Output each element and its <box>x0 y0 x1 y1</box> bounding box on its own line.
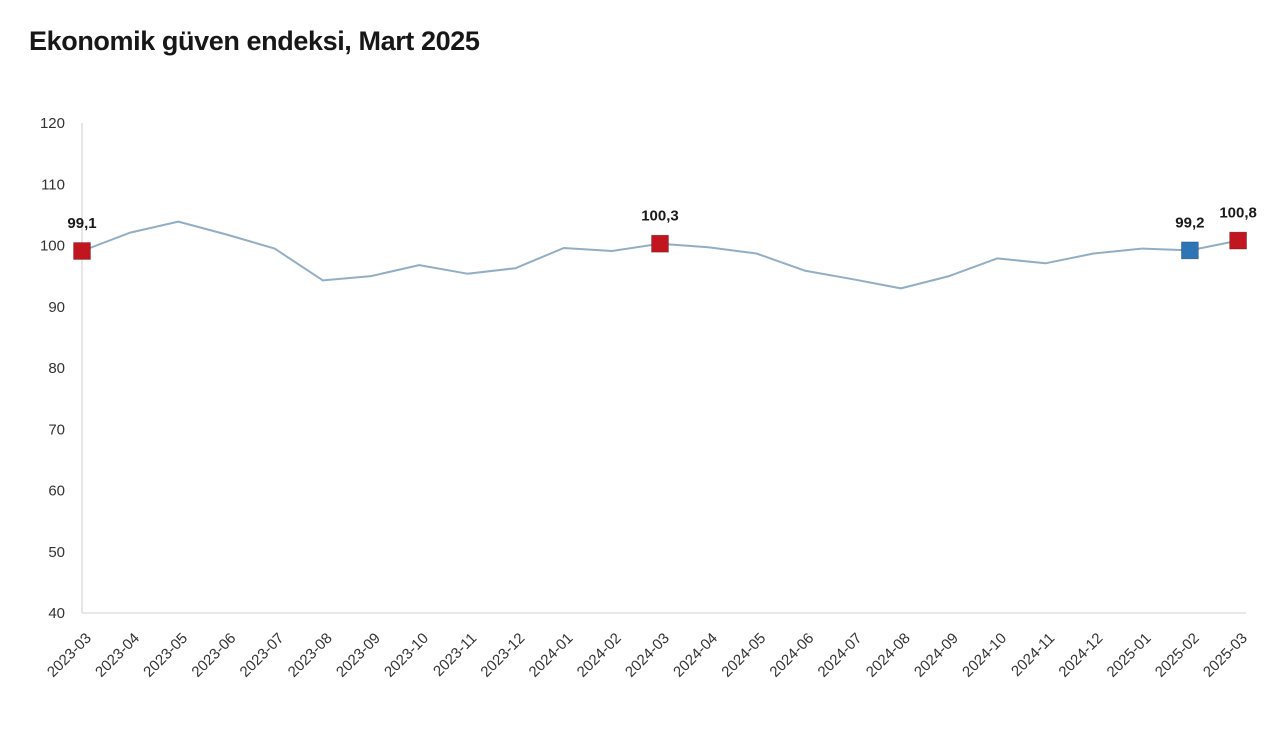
marker-2025-02 <box>1181 241 1199 260</box>
x-tick-label-2023-10: 2023-10 <box>381 630 432 681</box>
x-tick-label-2025-03: 2025-03 <box>1200 630 1251 681</box>
x-tick-label-2023-05: 2023-05 <box>140 630 191 681</box>
x-tick-label-2023-04: 2023-04 <box>92 630 143 681</box>
x-tick-label-2023-06: 2023-06 <box>188 630 239 681</box>
y-tick-label-70: 70 <box>48 421 65 438</box>
x-tick-label-2024-04: 2024-04 <box>670 630 721 681</box>
x-tick-label-2025-01: 2025-01 <box>1104 630 1155 681</box>
x-tick-label-2024-07: 2024-07 <box>815 630 866 681</box>
y-tick-label-50: 50 <box>48 544 65 561</box>
x-tick-label-2024-03: 2024-03 <box>622 630 673 681</box>
x-tick-label-2023-11: 2023-11 <box>430 630 480 680</box>
y-tick-label-90: 90 <box>48 299 65 316</box>
y-tick-label-80: 80 <box>48 360 65 377</box>
marker-2024-03 <box>651 234 669 253</box>
x-tick-label-2024-02: 2024-02 <box>574 630 625 681</box>
x-tick-label-2024-06: 2024-06 <box>766 630 817 681</box>
x-tick-label-2023-03: 2023-03 <box>44 630 95 681</box>
y-tick-label-100: 100 <box>40 238 65 255</box>
y-tick-label-120: 120 <box>40 115 65 132</box>
x-tick-label-2023-08: 2023-08 <box>285 630 336 681</box>
marker-2023-03 <box>73 242 91 260</box>
x-tick-label-2024-11: 2024-11 <box>1008 630 1058 680</box>
x-tick-label-2023-07: 2023-07 <box>237 630 288 681</box>
y-tick-label-40: 40 <box>48 605 65 622</box>
x-tick-label-2024-01: 2024-01 <box>526 630 577 681</box>
x-tick-label-2023-12: 2023-12 <box>477 630 528 681</box>
chart-title: Ekonomik güven endeksi, Mart 2025 <box>29 26 480 56</box>
x-tick-label-2025-02: 2025-02 <box>1152 630 1203 681</box>
x-tick-label-2023-09: 2023-09 <box>333 630 384 681</box>
x-tick-label-2024-09: 2024-09 <box>911 630 962 681</box>
y-tick-label-60: 60 <box>48 483 65 500</box>
data-label-2025-03: 100,8 <box>1219 205 1257 222</box>
x-tick-label-2024-12: 2024-12 <box>1055 630 1106 681</box>
x-tick-label-2024-10: 2024-10 <box>959 630 1010 681</box>
trend-line-Ekonomik güven endeksi <box>81 220 1240 290</box>
data-label-2024-03: 100,3 <box>641 208 679 225</box>
x-tick-label-2024-08: 2024-08 <box>863 630 914 681</box>
y-tick-label-110: 110 <box>41 176 65 193</box>
marker-2025-03 <box>1229 231 1247 250</box>
data-label-2025-02: 99,2 <box>1175 214 1204 231</box>
x-tick-label-2024-05: 2024-05 <box>718 630 769 681</box>
data-label-2023-03: 99,1 <box>67 215 96 232</box>
